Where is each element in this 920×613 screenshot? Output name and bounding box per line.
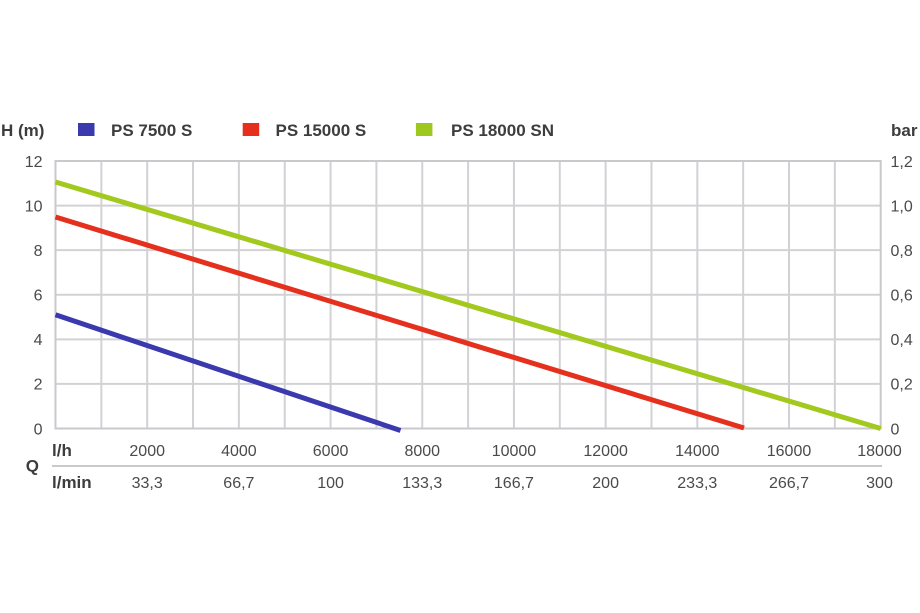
svg-text:66,7: 66,7 (223, 475, 254, 492)
svg-text:PS 18000 SN: PS 18000 SN (451, 121, 554, 140)
svg-text:PS 7500 S: PS 7500 S (111, 121, 192, 140)
svg-text:18000: 18000 (857, 443, 902, 460)
svg-text:0,6: 0,6 (891, 288, 913, 305)
svg-text:2000: 2000 (129, 443, 165, 460)
svg-text:0: 0 (34, 421, 43, 438)
svg-text:300: 300 (866, 475, 893, 492)
svg-text:4: 4 (34, 332, 43, 349)
svg-text:2: 2 (34, 377, 43, 394)
svg-text:H (m): H (m) (1, 121, 44, 140)
svg-text:233,3: 233,3 (677, 475, 717, 492)
svg-text:133,3: 133,3 (402, 475, 442, 492)
svg-text:8: 8 (34, 243, 43, 260)
svg-text:10: 10 (25, 198, 43, 215)
svg-text:bar: bar (891, 121, 918, 140)
svg-text:4000: 4000 (221, 443, 257, 460)
svg-text:200: 200 (592, 475, 619, 492)
svg-text:12000: 12000 (583, 443, 628, 460)
svg-text:1,0: 1,0 (891, 198, 913, 215)
svg-text:14000: 14000 (675, 443, 720, 460)
svg-text:0: 0 (891, 421, 900, 438)
svg-text:l/h: l/h (52, 441, 72, 460)
svg-text:1,2: 1,2 (891, 154, 913, 171)
svg-text:6: 6 (34, 288, 43, 305)
svg-text:PS 15000 S: PS 15000 S (276, 121, 367, 140)
svg-text:100: 100 (317, 475, 344, 492)
svg-text:Q: Q (26, 457, 39, 476)
svg-text:266,7: 266,7 (769, 475, 809, 492)
svg-text:10000: 10000 (492, 443, 537, 460)
svg-text:16000: 16000 (767, 443, 812, 460)
svg-text:12: 12 (25, 154, 43, 171)
svg-text:0,8: 0,8 (891, 243, 913, 260)
svg-text:l/min: l/min (52, 473, 92, 492)
svg-text:0,4: 0,4 (891, 332, 913, 349)
svg-text:8000: 8000 (404, 443, 440, 460)
svg-text:166,7: 166,7 (494, 475, 534, 492)
svg-text:6000: 6000 (313, 443, 349, 460)
svg-text:0,2: 0,2 (891, 377, 913, 394)
svg-text:33,3: 33,3 (132, 475, 163, 492)
